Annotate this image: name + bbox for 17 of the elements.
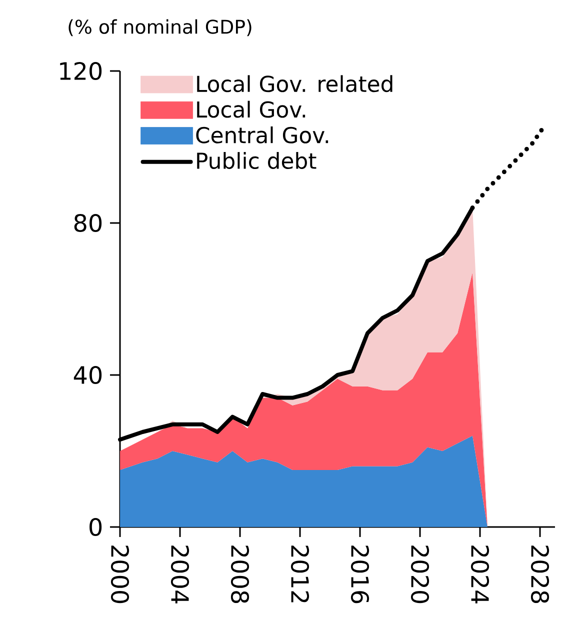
legend-label: Public debt: [197, 152, 316, 170]
x-tick-label: 2016: [350, 546, 370, 604]
y-tick-label: 80: [74, 214, 102, 232]
x-tick-label: 2012: [290, 546, 310, 602]
x-tick-label: 2008: [230, 546, 250, 604]
legend-label: Central Gov.: [196, 126, 328, 144]
y-tick-label: 40: [74, 366, 102, 384]
x-tick-label: 2024: [470, 546, 490, 604]
x-tick-label: 2000: [110, 546, 130, 604]
y-tick-label: 0: [90, 518, 102, 536]
y-axis-title: (% of nominal GDP): [68, 19, 252, 36]
x-tick-label: 2020: [410, 546, 430, 604]
x-tick-label: 2004: [170, 546, 190, 604]
legend-label: Local Gov. related: [197, 75, 392, 92]
y-tick-label: 120: [60, 62, 102, 80]
legend-label: Local Gov.: [197, 100, 306, 118]
x-tick-label: 2028: [530, 546, 550, 604]
